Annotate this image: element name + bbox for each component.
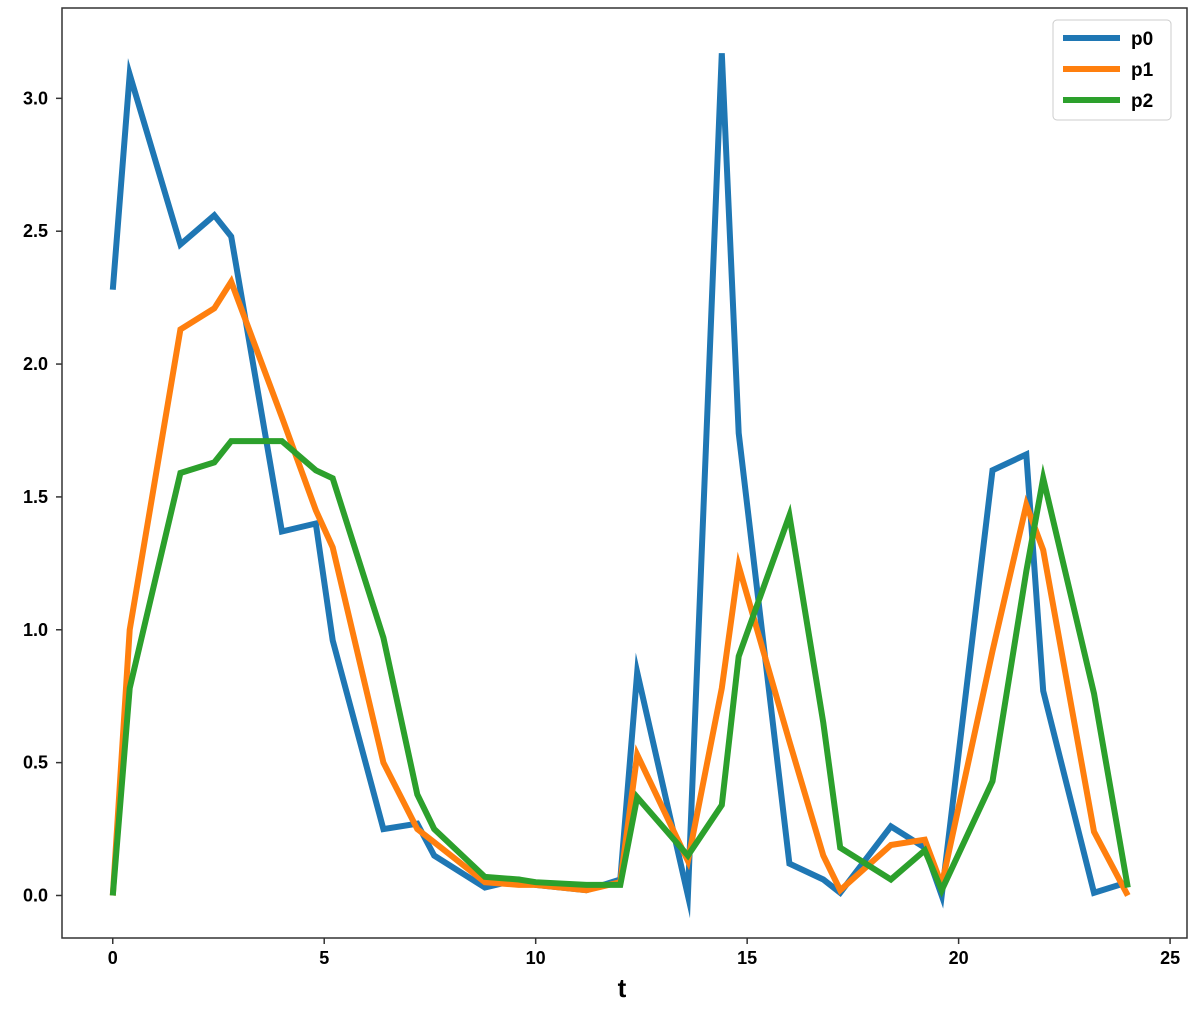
- legend-label-p1: p1: [1131, 60, 1154, 81]
- legend-label-p0: p0: [1131, 29, 1153, 50]
- y-tick-label: 1.0: [23, 620, 48, 640]
- series-layer: [109, 53, 1131, 919]
- y-axis: 0.0 0.5 1.0 1.5 2.0 2.5 3.0: [23, 88, 62, 905]
- x-axis-label: t: [618, 973, 627, 1003]
- legend-label-p2: p2: [1131, 91, 1153, 112]
- legend: p0 p1 p2: [1052, 19, 1172, 121]
- x-tick-label: 20: [949, 948, 969, 968]
- x-tick-label: 5: [319, 948, 329, 968]
- x-tick-label: 25: [1160, 948, 1180, 968]
- y-tick-label: 0.0: [23, 885, 48, 905]
- y-tick-label: 3.0: [23, 88, 48, 108]
- series-line-p2: [109, 438, 1131, 898]
- plot-frame: [61, 7, 1188, 939]
- x-axis: 0 5 10 15 20 25: [108, 938, 1180, 968]
- y-tick-label: 0.5: [23, 753, 48, 773]
- x-tick-label: 0: [108, 948, 118, 968]
- y-tick-label: 2.5: [23, 221, 48, 241]
- y-tick-label: 1.5: [23, 487, 48, 507]
- x-tick-label: 15: [737, 948, 757, 968]
- x-tick-label: 10: [526, 948, 546, 968]
- y-tick-label: 2.0: [23, 354, 48, 374]
- series-line-p0: [109, 53, 1129, 919]
